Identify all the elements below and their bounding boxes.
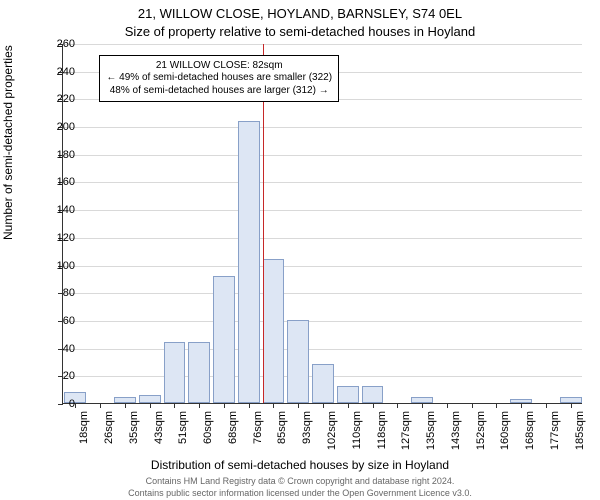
histogram-bar <box>164 342 186 403</box>
x-tick-mark <box>422 403 423 408</box>
x-tick-mark <box>447 403 448 408</box>
histogram-bar <box>362 386 384 403</box>
x-tick-label: 43sqm <box>153 411 165 444</box>
grid-line <box>63 321 582 322</box>
chart-title-line1: 21, WILLOW CLOSE, HOYLAND, BARNSLEY, S74… <box>0 6 600 21</box>
chart-container: 21, WILLOW CLOSE, HOYLAND, BARNSLEY, S74… <box>0 0 600 500</box>
y-tick-label: 160 <box>57 176 75 188</box>
x-tick-label: 177sqm <box>549 411 561 450</box>
x-tick-label: 118sqm <box>376 411 388 449</box>
y-tick-label: 120 <box>57 232 75 244</box>
grid-line <box>63 182 582 183</box>
x-tick-label: 18sqm <box>78 411 90 444</box>
x-tick-mark <box>571 403 572 408</box>
x-tick-mark <box>199 403 200 408</box>
x-tick-mark <box>100 403 101 408</box>
x-tick-label: 127sqm <box>400 411 412 450</box>
x-tick-label: 60sqm <box>202 411 214 444</box>
x-tick-mark <box>546 403 547 408</box>
x-tick-label: 110sqm <box>351 411 363 449</box>
x-tick-mark <box>75 403 76 408</box>
plot-area: 21 WILLOW CLOSE: 82sqm← 49% of semi-deta… <box>62 44 582 404</box>
x-tick-label: 185sqm <box>574 411 586 450</box>
y-tick-label: 80 <box>63 287 75 299</box>
x-tick-mark <box>323 403 324 408</box>
grid-line <box>63 293 582 294</box>
histogram-bar <box>312 364 334 403</box>
x-tick-label: 26sqm <box>103 411 115 444</box>
histogram-bar <box>213 276 235 403</box>
x-tick-label: 160sqm <box>499 411 511 450</box>
y-tick-label: 60 <box>63 315 75 327</box>
x-tick-mark <box>521 403 522 408</box>
grid-line <box>63 238 582 239</box>
y-tick-label: 40 <box>63 343 75 355</box>
x-tick-mark <box>348 403 349 408</box>
x-tick-label: 168sqm <box>524 411 536 450</box>
x-tick-label: 85sqm <box>276 411 288 444</box>
y-axis-label: Number of semi-detached properties <box>1 45 15 240</box>
y-tick-label: 240 <box>57 66 75 78</box>
x-tick-mark <box>224 403 225 408</box>
x-tick-mark <box>249 403 250 408</box>
y-tick-mark <box>58 404 63 405</box>
footer-text-1: Contains HM Land Registry data © Crown c… <box>0 476 600 486</box>
y-tick-label: 140 <box>57 204 75 216</box>
annotation-line: 21 WILLOW CLOSE: 82sqm <box>106 60 332 73</box>
x-tick-label: 152sqm <box>475 411 487 450</box>
x-tick-mark <box>373 403 374 408</box>
x-tick-mark <box>125 403 126 408</box>
chart-title-line2: Size of property relative to semi-detach… <box>0 24 600 39</box>
grid-line <box>63 349 582 350</box>
y-tick-label: 0 <box>69 398 75 410</box>
y-tick-label: 260 <box>57 38 75 50</box>
x-tick-mark <box>273 403 274 408</box>
grid-line <box>63 44 582 45</box>
annotation-line: ← 49% of semi-detached houses are smalle… <box>106 72 332 85</box>
y-tick-label: 200 <box>57 121 75 133</box>
y-tick-label: 220 <box>57 93 75 105</box>
x-tick-label: 93sqm <box>301 411 313 444</box>
histogram-bar <box>238 121 260 403</box>
annotation-box: 21 WILLOW CLOSE: 82sqm← 49% of semi-deta… <box>99 55 339 103</box>
x-tick-mark <box>397 403 398 408</box>
x-tick-label: 51sqm <box>177 411 189 444</box>
x-tick-mark <box>174 403 175 408</box>
x-tick-label: 76sqm <box>252 411 264 444</box>
grid-line <box>63 266 582 267</box>
x-tick-label: 68sqm <box>227 411 239 444</box>
grid-line <box>63 127 582 128</box>
histogram-bar <box>337 386 359 403</box>
histogram-bar <box>263 259 285 403</box>
x-tick-mark <box>150 403 151 408</box>
x-tick-label: 35sqm <box>128 411 140 444</box>
x-tick-mark <box>298 403 299 408</box>
grid-line <box>63 155 582 156</box>
y-tick-label: 100 <box>57 260 75 272</box>
y-tick-label: 20 <box>63 370 75 382</box>
annotation-line: 48% of semi-detached houses are larger (… <box>106 85 332 98</box>
x-tick-mark <box>496 403 497 408</box>
x-axis-label: Distribution of semi-detached houses by … <box>0 458 600 472</box>
x-tick-label: 135sqm <box>425 411 437 450</box>
histogram-bar <box>188 342 210 403</box>
x-tick-mark <box>472 403 473 408</box>
x-tick-label: 102sqm <box>326 411 338 450</box>
histogram-bar <box>287 320 309 403</box>
x-tick-label: 143sqm <box>450 411 462 450</box>
grid-line <box>63 210 582 211</box>
y-tick-label: 180 <box>57 149 75 161</box>
footer-text-2: Contains public sector information licen… <box>0 488 600 498</box>
histogram-bar <box>64 392 86 403</box>
histogram-bar <box>139 395 161 403</box>
